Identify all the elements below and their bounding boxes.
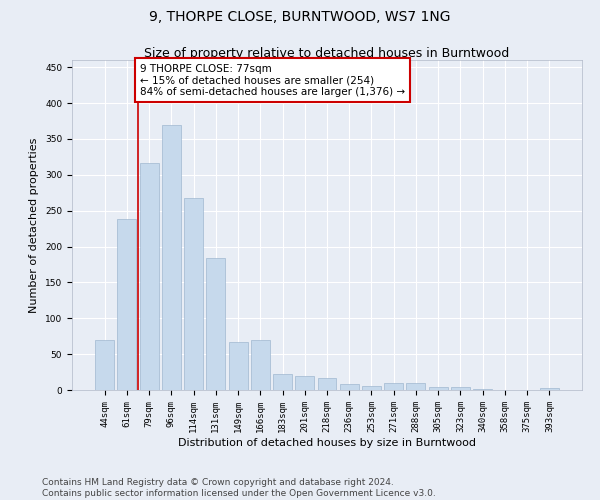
Text: 9 THORPE CLOSE: 77sqm
← 15% of detached houses are smaller (254)
84% of semi-det: 9 THORPE CLOSE: 77sqm ← 15% of detached …: [140, 64, 405, 97]
Y-axis label: Number of detached properties: Number of detached properties: [29, 138, 40, 312]
Text: 9, THORPE CLOSE, BURNTWOOD, WS7 1NG: 9, THORPE CLOSE, BURNTWOOD, WS7 1NG: [149, 10, 451, 24]
Bar: [206, 258, 225, 390]
Bar: [429, 387, 448, 390]
Bar: [406, 383, 425, 390]
Bar: [162, 124, 181, 390]
Bar: [362, 386, 381, 390]
Bar: [473, 388, 492, 390]
Bar: [229, 342, 248, 390]
Bar: [273, 374, 292, 390]
Bar: [95, 340, 114, 390]
Bar: [384, 383, 403, 390]
Bar: [251, 340, 270, 390]
Bar: [451, 387, 470, 390]
Bar: [118, 220, 136, 390]
Title: Size of property relative to detached houses in Burntwood: Size of property relative to detached ho…: [145, 47, 509, 60]
Bar: [340, 384, 359, 390]
Text: Contains HM Land Registry data © Crown copyright and database right 2024.
Contai: Contains HM Land Registry data © Crown c…: [42, 478, 436, 498]
Bar: [184, 198, 203, 390]
Bar: [295, 376, 314, 390]
Bar: [140, 162, 158, 390]
X-axis label: Distribution of detached houses by size in Burntwood: Distribution of detached houses by size …: [178, 438, 476, 448]
Bar: [540, 388, 559, 390]
Bar: [317, 378, 337, 390]
